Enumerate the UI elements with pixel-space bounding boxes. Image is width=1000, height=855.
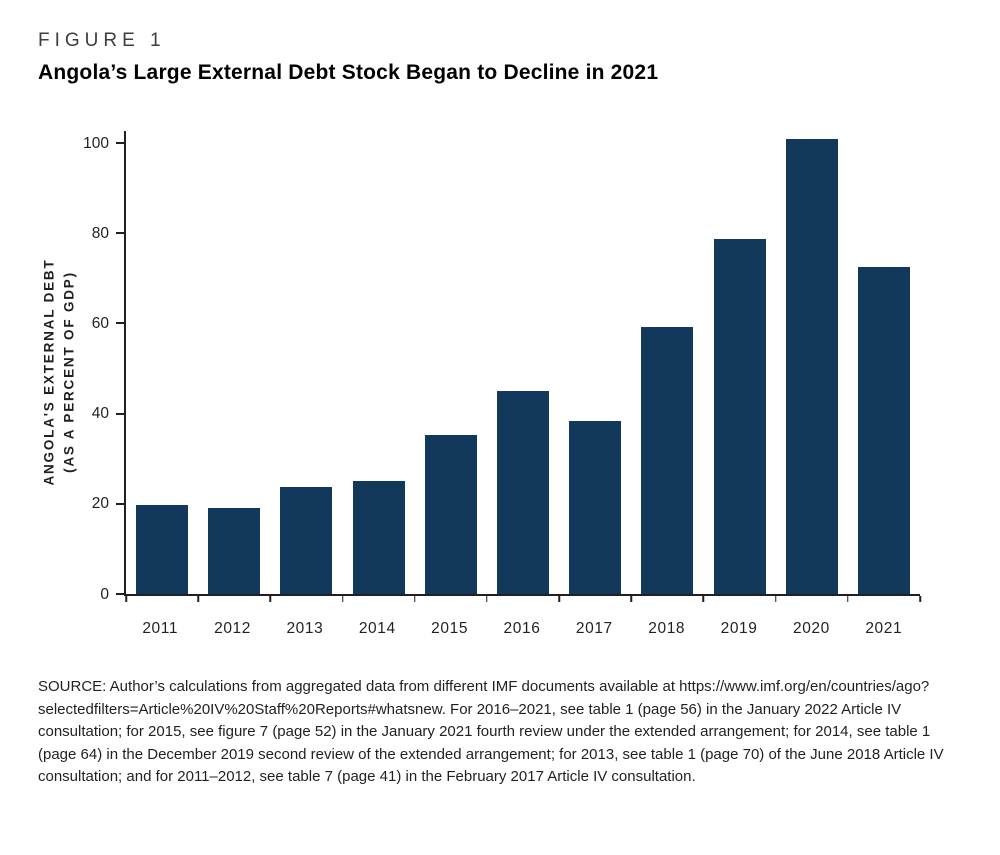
x-axis-labels: 2011 2012 2013 2014 2015 2016 2017 2018 2019 2020… [124,596,920,638]
x-tick-mark [197,596,199,602]
plot-stack: 2011 2012 2013 2014 2015 2016 2017 2018 2019 2020… [124,131,921,638]
plot-area [124,131,921,602]
bar-column [270,131,342,594]
x-axis-label-2014: 2014 [358,620,396,637]
figure-label: FIGURE 1 [38,30,166,51]
bar-2012 [208,508,261,594]
bar-column [631,131,703,594]
x-tick-mark [847,596,849,602]
y-axis-title: ANGOLA'S EXTERNAL DEBT (AS A PERCENT OF … [38,131,80,594]
x-tick-mark [341,596,344,602]
source-note: SOURCE: Author’s calculations from aggre… [38,678,944,785]
y-tick-label: 40 [91,404,109,422]
figure-page: FIGURE 1 Angola’s Large External Debt St… [38,30,944,785]
x-axis-label-2015: 2015 [431,620,469,637]
y-axis-title-line2: (AS A PERCENT OF GDP) [61,270,76,473]
x-tick-mark [774,596,777,602]
y-tick-mark [116,412,124,415]
bar-2015 [424,435,477,594]
bar-2013 [280,486,333,594]
y-tick-label: 60 [91,314,109,332]
x-axis-label-2018: 2018 [648,620,686,637]
x-axis-label-2019: 2019 [720,620,758,637]
bar-2019 [713,239,766,594]
x-axis-label-2020: 2020 [792,620,830,637]
y-tick-mark [116,232,124,235]
x-tick-mark [269,596,272,602]
x-axis-label-2013: 2013 [286,620,324,637]
bar-column [126,131,198,594]
bar-column [415,131,487,594]
y-axis-ticks: 0 20 40 60 80 100 [80,131,124,601]
bar-2020 [785,138,838,594]
bar-2018 [641,326,694,594]
figure-title: Angola’s Large External Debt Stock Began… [38,61,659,84]
bar-2011 [136,504,189,594]
y-axis-title-text: ANGOLA'S EXTERNAL DEBT (AS A PERCENT OF … [39,258,78,485]
bar-2017 [569,421,622,594]
x-axis-label-2016: 2016 [503,620,541,637]
x-tick-mark [486,596,488,602]
x-tick-mark [919,596,921,602]
bar-chart: ANGOLA'S EXTERNAL DEBT (AS A PERCENT OF … [38,131,921,638]
bar-column [487,131,559,594]
bar-2014 [352,480,405,594]
bar-2016 [497,390,550,594]
y-tick-mark [116,502,124,505]
y-tick-mark [116,593,124,595]
y-tick-label: 100 [83,134,109,152]
y-tick-mark [116,142,124,144]
x-axis-label-2012: 2012 [214,620,251,637]
x-tick-mark [413,596,416,602]
y-tick-label: 80 [91,224,109,242]
y-tick-mark [116,322,124,325]
bar-column [704,131,776,594]
x-axis-label-2021: 2021 [865,620,903,637]
y-axis-title-line1: ANGOLA'S EXTERNAL DEBT [41,258,57,486]
y-tick-label: 20 [91,495,109,513]
y-tick-label: 0 [100,585,109,603]
bar-column [559,131,631,594]
x-tick-mark [702,596,705,602]
x-tick-mark [125,596,127,602]
bar-column [848,131,920,594]
x-tick-mark [630,596,633,602]
x-axis-label-2011: 2011 [142,620,179,637]
x-tick-mark [558,596,560,602]
bar-2021 [857,266,910,594]
x-axis-label-2017: 2017 [575,620,613,637]
bars-container [126,131,920,594]
bar-column [198,131,270,594]
bar-column [776,131,848,594]
bar-column [343,131,415,594]
